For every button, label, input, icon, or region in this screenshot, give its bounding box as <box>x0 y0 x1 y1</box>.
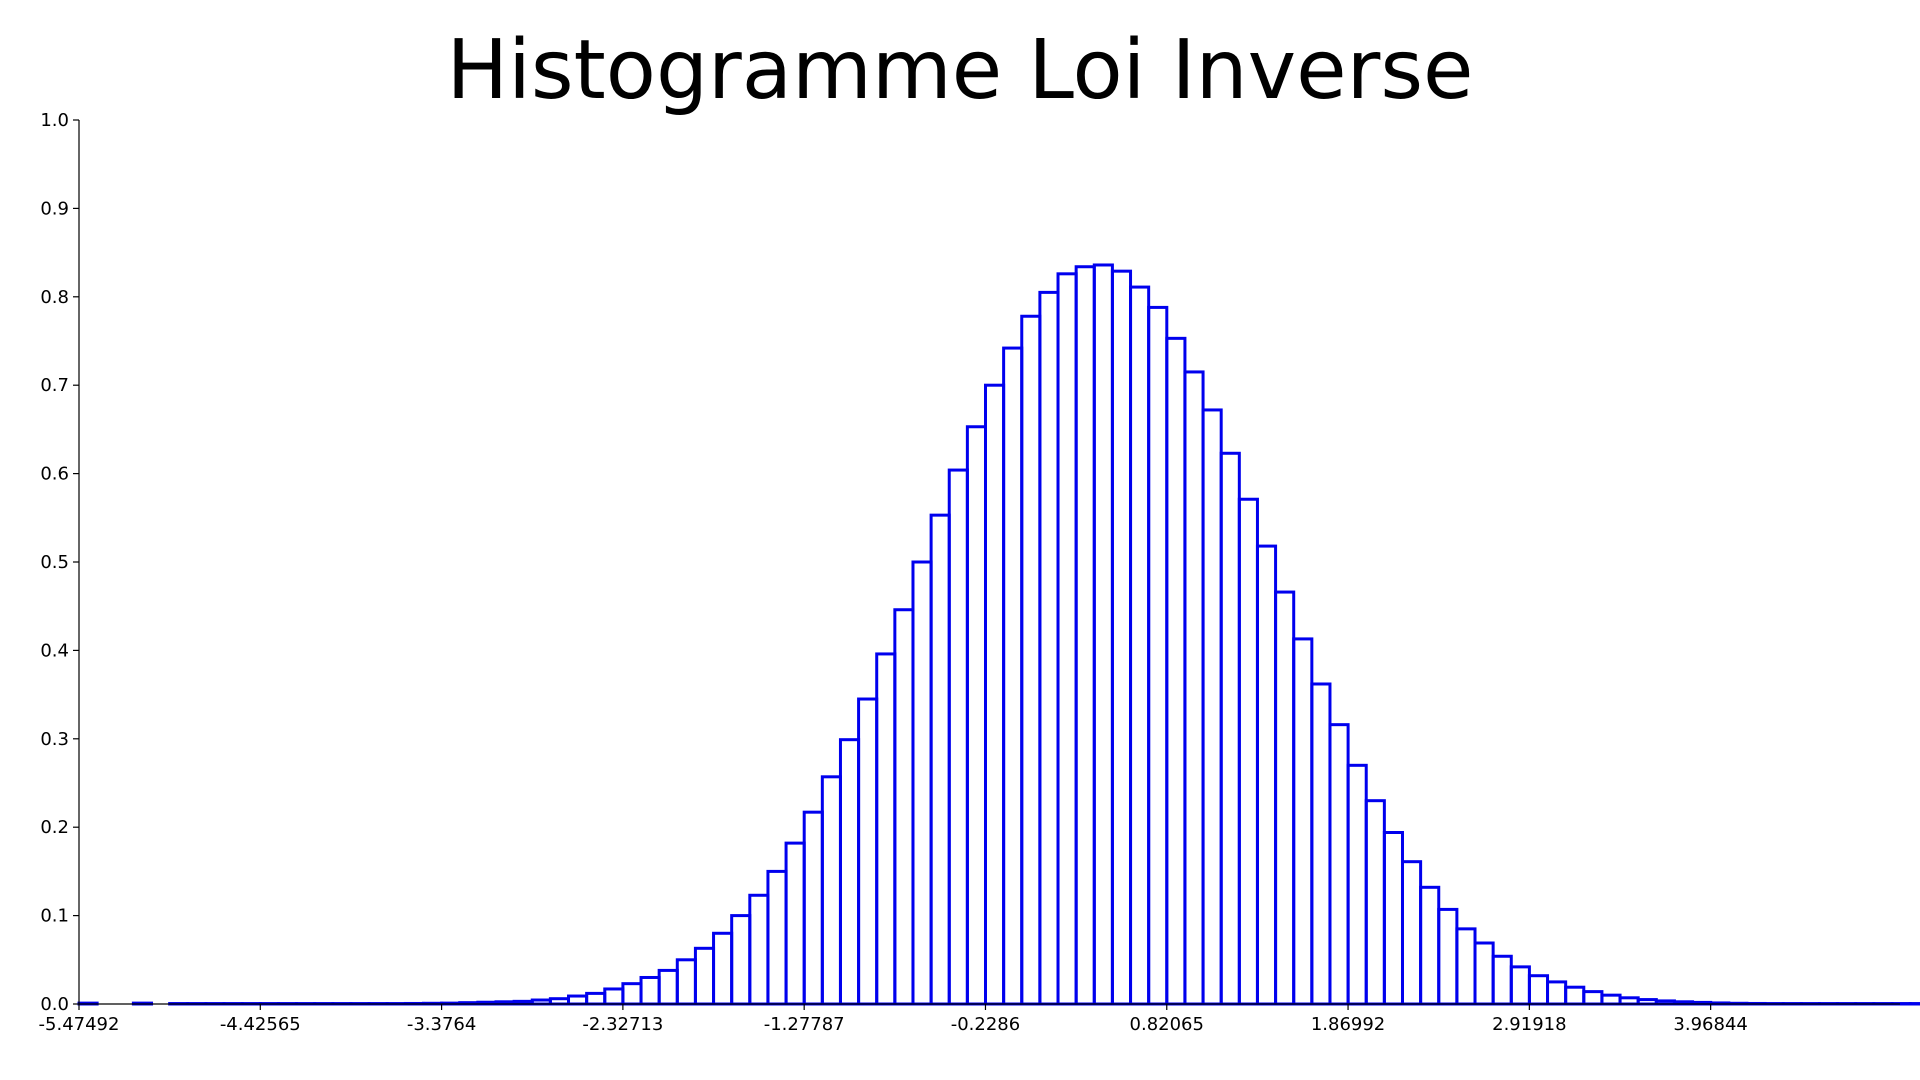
x-tick-label: -2.32713 <box>582 1014 663 1035</box>
x-tick-label: 3.96844 <box>1673 1014 1747 1035</box>
histogram-bar <box>1092 263 1114 1006</box>
histogram-bar <box>1346 763 1368 1006</box>
chart-axes <box>78 120 1900 1005</box>
histogram-bar <box>1382 831 1404 1006</box>
histogram-bar <box>838 738 861 1006</box>
histogram-bar <box>875 652 897 1006</box>
histogram-bar <box>1618 996 1640 1006</box>
histogram-bar <box>1473 941 1495 1006</box>
histogram-bar <box>1491 954 1513 1006</box>
histogram-bar <box>911 560 933 1006</box>
chart-title: Histogramme Loi Inverse <box>446 23 1474 118</box>
y-tick-label: 0.5 <box>40 552 69 573</box>
histogram-bar <box>1364 799 1386 1006</box>
histogram-bar <box>1201 408 1223 1006</box>
histogram-bar <box>1455 927 1477 1006</box>
histogram-bar <box>1310 682 1332 1006</box>
histogram-bar <box>857 697 879 1006</box>
x-tick-label: -1.27787 <box>764 1014 845 1035</box>
histogram-bar <box>893 608 915 1006</box>
histogram-bar <box>1219 451 1241 1006</box>
x-tick-label: -4.42565 <box>220 1014 301 1035</box>
histogram-bar <box>1255 544 1278 1006</box>
histogram-bar <box>1509 965 1531 1006</box>
histogram-bar <box>784 841 806 1006</box>
histogram-bar <box>965 425 987 1006</box>
x-tick-label: -0.2286 <box>951 1014 1020 1035</box>
histogram-bar <box>1056 272 1078 1006</box>
histogram-bars <box>77 263 1920 1006</box>
histogram-bar <box>603 987 625 1006</box>
histogram-bar <box>675 958 697 1006</box>
y-tick-label: 0.1 <box>40 906 69 927</box>
histogram-bar <box>712 931 734 1006</box>
y-tick-label: 0.7 <box>40 375 69 396</box>
y-tick-label: 0.8 <box>40 287 69 308</box>
histogram-bar <box>1183 370 1205 1006</box>
histogram-bar <box>621 982 643 1006</box>
histogram-bar <box>802 810 824 1006</box>
histogram-bar <box>820 775 842 1006</box>
histogram-bar <box>748 893 770 1006</box>
histogram-bar <box>1292 637 1314 1006</box>
y-tick-label: 0.3 <box>40 729 69 750</box>
histogram-bar <box>1564 985 1586 1006</box>
y-tick-label: 0.4 <box>40 640 69 661</box>
y-tick-label: 0.2 <box>40 817 69 838</box>
histogram-bar <box>947 468 969 1006</box>
y-axis-ticks: 0.0 0.1 0.2 0.3 0.4 0.5 0.6 0.7 0.8 0.9 1.0 <box>40 110 79 1015</box>
histogram-bar <box>1237 497 1259 1006</box>
x-tick-label: 0.82065 <box>1130 1014 1204 1035</box>
histogram-bar <box>1328 723 1350 1006</box>
histogram-bar <box>1165 336 1187 1006</box>
histogram-bar <box>929 513 951 1006</box>
histogram-bar <box>1020 314 1042 1006</box>
histogram-bar <box>585 991 607 1006</box>
histogram-bar <box>730 914 752 1006</box>
x-tick-label: -3.3764 <box>407 1014 476 1035</box>
histogram-bar <box>1110 269 1133 1006</box>
histogram-bar <box>1582 990 1604 1006</box>
histogram-bar <box>548 997 571 1006</box>
histogram-bar <box>1147 305 1169 1006</box>
histogram-bar <box>1636 998 1658 1006</box>
y-tick-label: 0.0 <box>40 994 69 1015</box>
x-tick-label: -5.47492 <box>39 1014 120 1035</box>
histogram-bar <box>1074 265 1096 1006</box>
histogram-bar <box>766 869 788 1006</box>
histogram-bar <box>1437 907 1459 1006</box>
histogram-bar <box>693 946 716 1006</box>
y-tick-label: 1.0 <box>40 110 69 131</box>
histogram-bar <box>1129 285 1151 1006</box>
x-axis-ticks: -5.47492 -4.42565 -3.3764 -2.32713 -1.27787 -… <box>39 1004 1748 1035</box>
histogram-bar <box>1419 885 1441 1006</box>
histogram-bar <box>984 383 1006 1006</box>
histogram-bar <box>639 975 661 1006</box>
y-tick-label: 0.9 <box>40 198 69 219</box>
histogram-bar <box>1038 290 1060 1006</box>
histogram-bar <box>1600 993 1622 1006</box>
histogram-bar <box>1527 974 1550 1006</box>
histogram-bar <box>1274 590 1296 1006</box>
histogram-bar <box>1002 346 1024 1006</box>
y-tick-label: 0.6 <box>40 464 69 485</box>
x-tick-label: 1.86992 <box>1311 1014 1385 1035</box>
histogram-bar <box>567 994 589 1006</box>
histogram-bar <box>1400 860 1423 1006</box>
x-tick-label: 2.91918 <box>1492 1014 1566 1035</box>
histogram-bar <box>657 968 679 1006</box>
histogram-bar <box>1546 980 1568 1006</box>
